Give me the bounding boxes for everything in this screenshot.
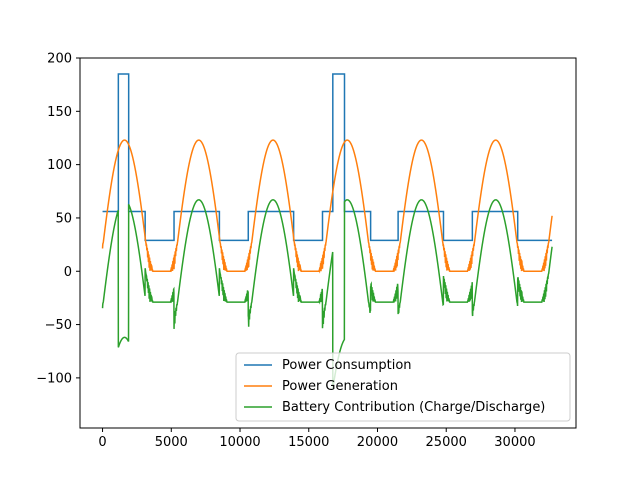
x-tick-label: 30000 bbox=[494, 435, 535, 450]
x-tick-label: 5000 bbox=[155, 435, 188, 450]
plot-frame bbox=[79, 57, 577, 429]
legend-label-power-generation: Power Generation bbox=[282, 379, 398, 394]
series-layer bbox=[101, 73, 553, 389]
y-tick-label: 50 bbox=[55, 211, 72, 226]
y-tick-label: −100 bbox=[36, 371, 72, 386]
x-tick-label: 0 bbox=[98, 435, 106, 450]
y-tick-label: 150 bbox=[47, 105, 72, 120]
legend-label-power-consumption: Power Consumption bbox=[282, 358, 412, 373]
x-tick-label: 25000 bbox=[426, 435, 467, 450]
y-tick-label: 0 bbox=[64, 265, 72, 280]
legend: Power Consumption Power Generation Batte… bbox=[235, 352, 571, 422]
x-tick-label: 15000 bbox=[288, 435, 329, 450]
series-line-battery-contribution bbox=[101, 199, 553, 389]
series-line-power-generation bbox=[101, 139, 553, 274]
x-axis: 0 5000 10000 15000 20000 25000 30000 bbox=[98, 428, 536, 450]
x-tick-label: 10000 bbox=[219, 435, 260, 450]
y-tick-label: 100 bbox=[47, 158, 72, 173]
x-tick-label: 20000 bbox=[357, 435, 398, 450]
y-tick-label: 200 bbox=[47, 52, 72, 67]
series-line-power-consumption bbox=[102, 73, 553, 242]
y-tick-label: −50 bbox=[45, 318, 72, 333]
legend-label-battery-contribution: Battery Contribution (Charge/Discharge) bbox=[282, 400, 545, 415]
legend-box bbox=[235, 352, 571, 422]
y-axis: −100 −50 0 50 100 150 200 bbox=[36, 52, 80, 386]
